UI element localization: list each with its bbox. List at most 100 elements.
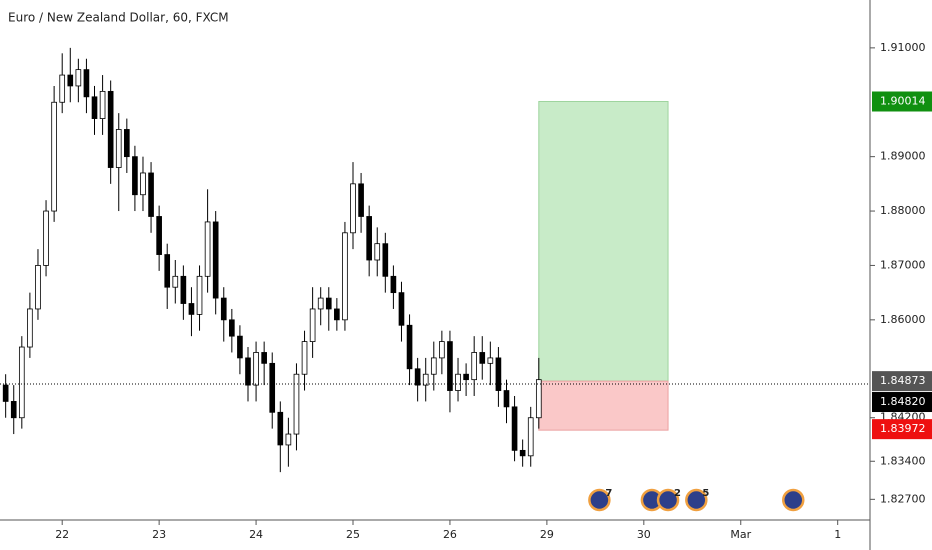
candle-body [422,373,429,386]
x-tick-label: 23 [152,528,166,541]
candle-body [237,335,243,359]
candle-body [83,69,90,98]
candle-body [212,221,219,299]
event-count: 5 [702,488,709,499]
candle-body [261,352,267,364]
candle-body [463,373,469,381]
candle-body [398,292,405,326]
candle-body [115,129,122,168]
event-icon [588,488,611,512]
candle-body [196,275,203,315]
event-icon [685,488,708,512]
candle-body [495,357,502,391]
loss-zone [538,380,669,431]
plot-area [0,47,870,473]
x-tick-label: 22 [55,528,69,541]
price-tag [872,371,932,392]
y-tick-label: 1.89000 [880,150,926,163]
candle-body [18,346,25,419]
y-tick-label: 1.91000 [880,41,926,54]
candle-body [2,384,9,402]
x-tick-label: 26 [443,528,457,541]
event-count: 2 [674,488,681,499]
candle-body [293,373,300,435]
candle-body [309,308,316,342]
x-tick-label: 1 [834,528,841,541]
y-tick-label: 1.83400 [880,454,926,467]
candle-body [51,101,57,212]
candle-body [390,275,397,294]
candle-body [140,172,146,196]
candle-body [334,308,340,321]
candle-body [277,411,284,446]
candle-body [455,373,461,391]
candle-body [132,156,138,196]
candle-body [317,297,324,310]
candle-body [511,406,518,451]
candle-body [285,433,292,446]
price-tag [872,419,932,440]
x-tick-label: 30 [637,528,651,541]
candle-body [406,324,413,370]
x-tick-label: 29 [540,528,554,541]
candle-body [148,172,154,217]
candle-body [156,216,162,255]
candle-body [124,129,130,158]
y-tick-label: 1.82700 [880,492,926,505]
price-tag [872,392,932,413]
y-tick-label: 1.86000 [880,313,926,326]
y-tick-label: 1.87000 [880,258,926,271]
candle-body [527,417,534,457]
price-tag-label: 1.90014 [880,94,926,107]
candle-body [325,297,332,310]
candle-body [269,362,276,413]
candle-body [374,243,381,261]
candle-body [366,216,372,261]
candle-body [358,183,364,217]
candle-body [229,319,235,337]
price-tag [872,91,932,112]
candle-body [382,243,389,277]
candle-body [439,341,445,359]
price-tag-label: 1.84873 [880,374,926,387]
event-icon [782,488,805,512]
x-tick-label: 25 [346,528,360,541]
x-tick-label: 24 [249,528,263,541]
profit-zone [538,100,669,382]
candle-body [535,379,542,419]
y-tick-label: 1.88000 [880,204,926,217]
candle-body [75,69,82,87]
event-icon [656,488,680,512]
candle-body [350,183,356,234]
candle-body [99,90,106,119]
candle-body [414,368,421,386]
candle-body [430,357,437,375]
candle-body [107,90,114,168]
candle-body [164,254,171,288]
candle-body [43,210,49,266]
chart-title: Euro / New Zealand Dollar, 60, FXCM [8,11,229,25]
candle-body [301,341,308,375]
candle-body [471,352,478,381]
price-tag-label: 1.84820 [880,395,926,408]
x-tick-label: Mar [730,528,751,541]
price-tag-label: 1.83972 [880,422,926,435]
candle-body [59,74,66,103]
candle-body [487,357,494,364]
candle-body [503,390,510,408]
candle-body [245,357,251,386]
candle-body [27,308,33,348]
candle-body [67,74,74,87]
candle-body [180,275,187,304]
candle-body [35,265,41,310]
candle-body [172,275,179,288]
candle-body [519,449,526,457]
candle-body [220,297,227,321]
candle-body [188,303,195,315]
candle-body [447,341,453,391]
candle-body [204,221,211,277]
event-count: 7 [605,488,612,499]
